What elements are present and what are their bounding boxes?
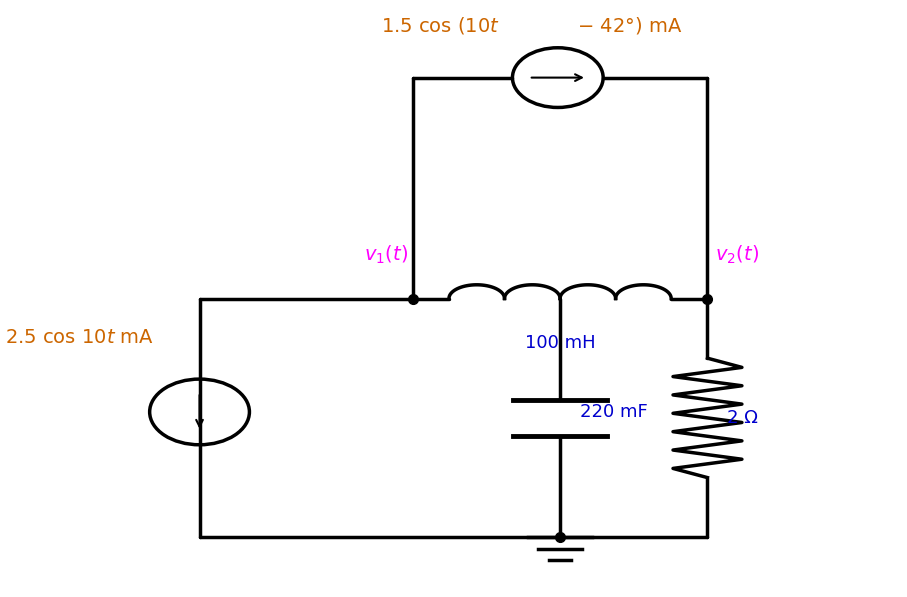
Text: 2.5 cos 10$t$ mA: 2.5 cos 10$t$ mA <box>5 328 153 347</box>
Text: 100 mH: 100 mH <box>525 334 595 352</box>
Text: 220 mF: 220 mF <box>580 403 648 421</box>
Text: $v_1(t)$: $v_1(t)$ <box>364 244 408 266</box>
Text: 2 Ω: 2 Ω <box>727 409 758 427</box>
Text: $v_2(t)$: $v_2(t)$ <box>715 244 759 266</box>
Text: $-$ 42°) mA: $-$ 42°) mA <box>571 15 683 36</box>
Text: 1.5 cos (10$t$: 1.5 cos (10$t$ <box>381 15 500 36</box>
